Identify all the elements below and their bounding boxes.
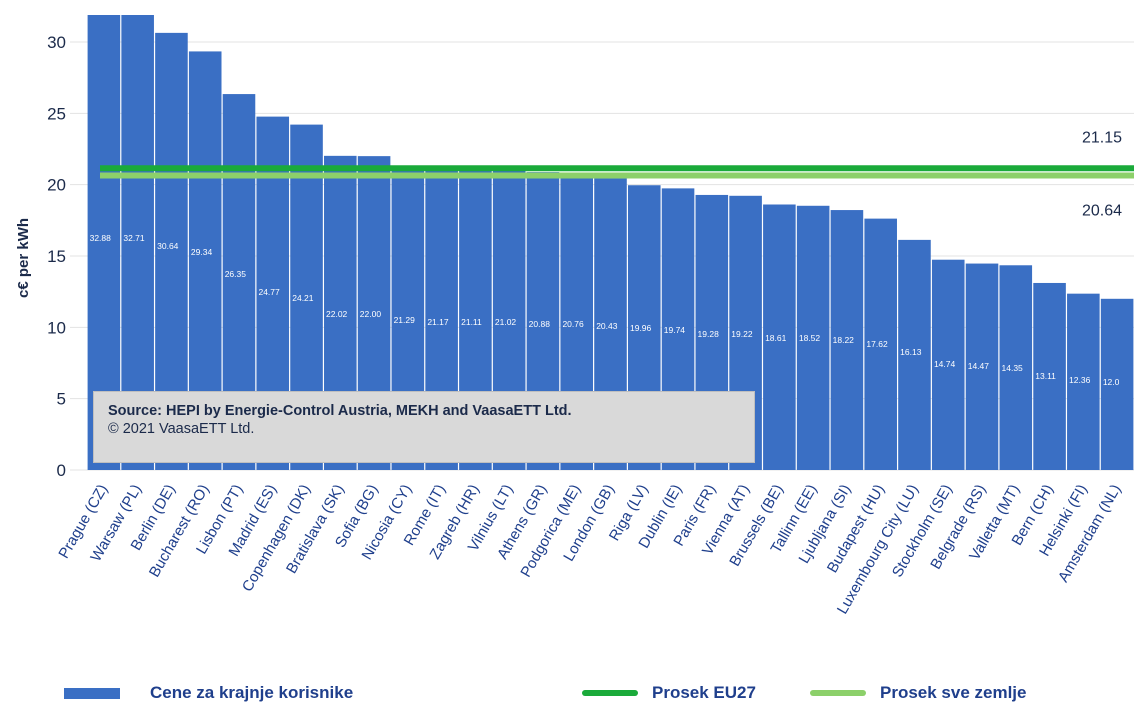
legend-item-prices: Cene za krajnje korisnike — [64, 681, 353, 705]
bar-value-label-27: 14.35 — [1002, 363, 1024, 373]
bar-value-label-7: 22.02 — [326, 309, 348, 319]
bar-value-label-12: 21.02 — [495, 317, 517, 327]
bar-20 — [763, 204, 796, 471]
bar-27 — [999, 265, 1033, 470]
legend: Cene za krajnje korisnike Prosek EU27 Pr… — [0, 681, 1134, 705]
y-tick-0: 0 — [57, 461, 66, 480]
legend-item-all: Prosek sve zemlje — [810, 681, 1026, 705]
ref-value-eu27: 21.15 — [1082, 129, 1122, 146]
bar-value-label-17: 19.74 — [664, 325, 686, 335]
bar-value-label-20: 18.61 — [765, 333, 787, 343]
bar-value-label-9: 21.29 — [394, 315, 416, 325]
bar-value-label-14: 20.76 — [562, 319, 584, 329]
bar-25 — [931, 259, 965, 470]
y-tick-30: 30 — [47, 33, 66, 52]
reference-lines: 21.15 20.64 — [100, 129, 1134, 220]
legend-item-eu27: Prosek EU27 — [582, 681, 756, 705]
bar-29 — [1067, 293, 1100, 470]
bar-value-label-24: 16.13 — [900, 347, 922, 357]
bar-26 — [965, 263, 999, 470]
bar-value-label-13: 20.88 — [529, 319, 551, 329]
bar-value-label-15: 20.43 — [596, 321, 618, 331]
bar-value-label-19: 19.22 — [731, 329, 753, 339]
y-axis-label: c€ per kWh — [15, 218, 32, 298]
y-tick-25: 25 — [47, 104, 66, 123]
bar-value-label-8: 22.00 — [360, 309, 382, 319]
bar-value-label-16: 19.96 — [630, 323, 652, 333]
bar-28 — [1033, 282, 1066, 470]
bar-value-label-11: 21.11 — [461, 317, 482, 327]
y-tick-10: 10 — [47, 318, 66, 337]
legend-swatch-bars — [64, 687, 120, 699]
bar-value-label-0: 32.88 — [90, 233, 112, 243]
ref-value-all-countries: 20.64 — [1082, 203, 1122, 220]
bar-30 — [1100, 298, 1134, 470]
bar-value-label-1: 32.71 — [123, 233, 145, 243]
bar-22 — [830, 210, 864, 470]
bar-24 — [898, 239, 931, 470]
bar-value-label-4: 26.35 — [225, 269, 247, 279]
bar-23 — [864, 218, 897, 470]
source-line-2: © 2021 VaasaETT Ltd. — [108, 421, 255, 437]
y-tick-5: 5 — [57, 390, 66, 409]
bar-value-label-29: 12.36 — [1069, 375, 1091, 385]
bar-value-label-10: 21.17 — [427, 317, 449, 327]
bar-value-label-6: 24.21 — [292, 293, 314, 303]
bar-value-label-26: 14.47 — [968, 361, 990, 371]
legend-swatch-eu27 — [582, 690, 638, 696]
bar-value-label-5: 24.77 — [258, 287, 280, 297]
bar-value-label-22: 18.22 — [833, 335, 855, 345]
source-line-1: Source: HEPI by Energie-Control Austria,… — [108, 403, 572, 419]
bar-value-label-2: 30.64 — [157, 241, 179, 251]
legend-label-prices: Cene za krajnje korisnike — [150, 683, 354, 702]
legend-label-eu27: Prosek EU27 — [652, 683, 756, 702]
bar-21 — [796, 205, 830, 471]
bar-value-label-3: 29.34 — [191, 247, 213, 257]
bar-value-label-25: 14.74 — [934, 359, 956, 369]
legend-label-all: Prosek sve zemlje — [880, 683, 1027, 702]
y-tick-20: 20 — [47, 176, 66, 195]
y-tick-15: 15 — [47, 247, 66, 266]
bar-value-label-28: 13.11 — [1035, 371, 1056, 381]
bar-value-label-21: 18.52 — [799, 333, 821, 343]
bar-value-label-30: 12.0 — [1103, 377, 1120, 387]
bar-value-label-18: 19.28 — [698, 329, 720, 339]
source-note: Source: HEPI by Energie-Control Austria,… — [93, 391, 755, 463]
legend-swatch-all — [810, 690, 866, 696]
bar-value-label-23: 17.62 — [866, 339, 888, 349]
